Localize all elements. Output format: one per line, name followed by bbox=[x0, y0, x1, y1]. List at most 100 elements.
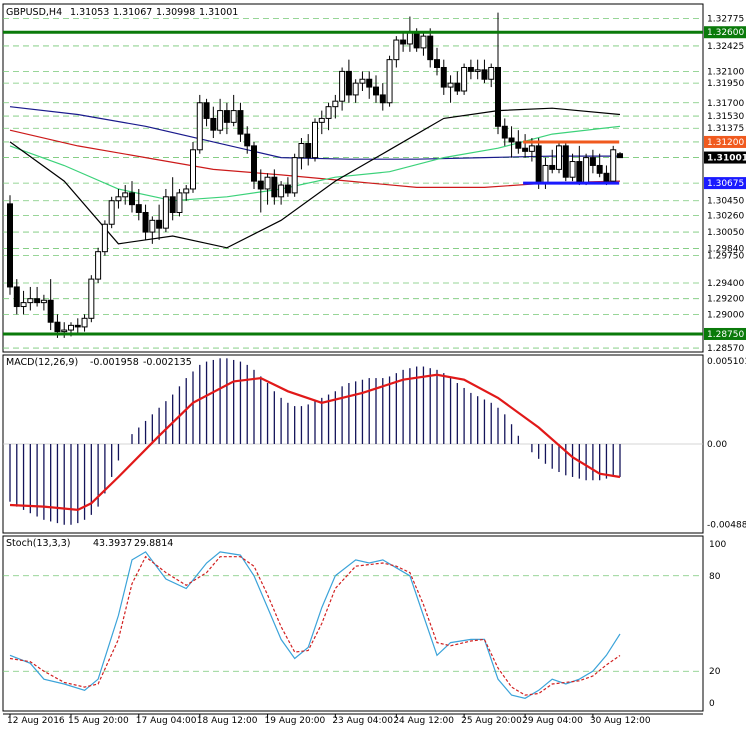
candle-body bbox=[495, 66, 501, 127]
candle-body bbox=[447, 82, 454, 88]
price-tick-label: 1.28570 bbox=[707, 344, 744, 354]
candle-body bbox=[488, 66, 495, 80]
time-tick-label: 19 Aug 20:00 bbox=[265, 716, 326, 726]
candle-body bbox=[400, 39, 407, 45]
candle-body bbox=[278, 184, 285, 198]
price-tick-label: 1.31700 bbox=[707, 99, 744, 109]
candle-body bbox=[325, 106, 332, 119]
price-label-box bbox=[704, 327, 746, 340]
candle-body bbox=[406, 31, 413, 45]
candle-body bbox=[13, 286, 20, 308]
price-tick-label: 1.28750 bbox=[707, 330, 744, 340]
price-tick-label: 1.30050 bbox=[707, 228, 744, 238]
candle-body bbox=[54, 321, 61, 333]
time-tick-label: 29 Aug 04:00 bbox=[522, 716, 583, 726]
candle-body bbox=[610, 149, 617, 182]
candle-body bbox=[162, 196, 169, 229]
time-tick-label: 30 Aug 12:00 bbox=[590, 716, 651, 726]
price-tick-label: 1.30450 bbox=[707, 197, 744, 207]
candle-body bbox=[257, 180, 264, 190]
candle-body bbox=[352, 82, 359, 96]
candle-body bbox=[332, 100, 339, 108]
candle-body bbox=[122, 192, 129, 198]
macd-signal-line bbox=[9, 373, 621, 512]
candle-body bbox=[366, 78, 373, 88]
candle-body bbox=[312, 121, 318, 159]
candle-body bbox=[115, 196, 122, 202]
candle-body bbox=[318, 117, 325, 123]
candle-body bbox=[427, 35, 434, 61]
candle-body bbox=[230, 110, 237, 123]
pane-frame bbox=[2, 535, 704, 712]
candle-body bbox=[345, 70, 352, 96]
candle-body bbox=[237, 110, 244, 135]
candle-body bbox=[108, 200, 115, 225]
price-tick-label: 1.31375 bbox=[707, 124, 744, 134]
candle-body bbox=[149, 219, 156, 233]
price-tick-label: 1.32100 bbox=[707, 67, 744, 77]
candle-body bbox=[528, 145, 535, 152]
candle-body bbox=[61, 329, 68, 333]
price-tick-label: 1.30260 bbox=[707, 212, 744, 222]
candle-body bbox=[373, 86, 379, 96]
candle-body bbox=[20, 302, 27, 308]
moving-average-line bbox=[9, 107, 621, 249]
candle-body bbox=[522, 147, 529, 152]
time-tick-label: 15 Aug 20:00 bbox=[68, 716, 129, 726]
time-tick-label: 18 Aug 12:00 bbox=[197, 716, 258, 726]
candle-body bbox=[129, 192, 135, 206]
candle-body bbox=[617, 153, 623, 159]
price-tick-label: 1.32425 bbox=[707, 42, 744, 52]
stoch-main-line bbox=[9, 551, 621, 699]
candle-body bbox=[413, 31, 420, 49]
candle-body bbox=[271, 176, 278, 198]
candle-body bbox=[217, 110, 224, 131]
price-tick-label: 1.29200 bbox=[707, 295, 744, 305]
time-tick-label: 23 Aug 04:00 bbox=[332, 716, 393, 726]
candle-body bbox=[501, 125, 508, 139]
candle-body bbox=[190, 149, 196, 190]
price-tick-label: 1.31001 bbox=[707, 154, 746, 164]
moving-average-line bbox=[9, 129, 621, 188]
candle-body bbox=[34, 298, 41, 304]
candle-body bbox=[176, 192, 183, 213]
price-tick-label: 1.31200 bbox=[707, 138, 744, 148]
candle-body bbox=[556, 145, 562, 170]
time-tick-label: 12 Aug 2016 bbox=[7, 716, 65, 726]
stoch-tick-label: 0 bbox=[709, 699, 715, 709]
candle-body bbox=[562, 145, 569, 178]
price-tick-label: 1.29750 bbox=[707, 252, 744, 262]
price-label-box bbox=[704, 177, 746, 190]
price-tick-label: 1.32775 bbox=[707, 15, 744, 25]
time-tick-label: 25 Aug 20:00 bbox=[461, 716, 522, 726]
time-tick-label: 24 Aug 12:00 bbox=[393, 716, 454, 726]
price-chart-title: GBPUSD,H4 bbox=[6, 7, 62, 18]
candle-body bbox=[27, 298, 34, 304]
macd-main-value: -0.001958 bbox=[90, 357, 139, 368]
candle-body bbox=[196, 102, 203, 151]
candle-body bbox=[596, 164, 603, 174]
candle-body bbox=[420, 35, 427, 49]
candle-body bbox=[74, 324, 81, 328]
candle-body bbox=[68, 324, 74, 331]
candle-body bbox=[569, 161, 576, 178]
candle-body bbox=[379, 94, 386, 104]
candle-body bbox=[305, 143, 312, 159]
price-tick-label: 1.29400 bbox=[707, 279, 744, 289]
candle-body bbox=[393, 39, 400, 61]
macd-title: MACD(12,26,9) bbox=[6, 357, 78, 368]
candle-body bbox=[223, 110, 230, 123]
candle-body bbox=[81, 317, 88, 328]
price-tick-label: 1.30675 bbox=[707, 179, 744, 189]
candle-body bbox=[101, 223, 108, 253]
macd-tick-label: 0.005101 bbox=[707, 357, 746, 367]
price-label-box bbox=[704, 26, 746, 39]
ohlc-open: 1.31053 bbox=[70, 7, 109, 18]
candle-body bbox=[251, 145, 257, 182]
candle-body bbox=[40, 299, 47, 304]
candle-body bbox=[244, 133, 251, 147]
candle-body bbox=[264, 176, 271, 190]
candle-body bbox=[535, 145, 542, 184]
